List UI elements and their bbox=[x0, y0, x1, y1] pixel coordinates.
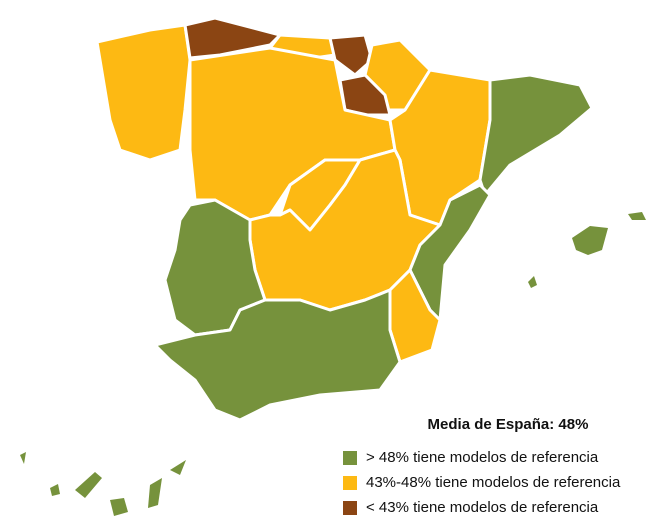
legend: > 48% tiene modelos de referencia 43%-48%… bbox=[343, 449, 621, 516]
region-andalucia bbox=[153, 288, 402, 422]
legend-swatch bbox=[343, 476, 357, 490]
island-canarias-5 bbox=[148, 478, 162, 508]
island-canarias-2 bbox=[50, 484, 60, 496]
island-canarias-4 bbox=[110, 498, 128, 516]
legend-swatch bbox=[343, 501, 357, 515]
region-pais-vasco bbox=[328, 33, 374, 77]
regions bbox=[20, 16, 646, 516]
island-mallorca bbox=[572, 226, 608, 255]
legend-label: < 43% tiene modelos de referencia bbox=[366, 499, 599, 516]
region-asturias bbox=[183, 16, 282, 60]
island-canarias-1 bbox=[20, 452, 26, 464]
island-ibiza bbox=[528, 276, 537, 288]
island-menorca bbox=[628, 212, 646, 220]
legend-title: Media de España: 48% bbox=[428, 416, 589, 433]
region-valencia bbox=[408, 183, 492, 322]
legend-label: > 48% tiene modelos de referencia bbox=[366, 449, 599, 466]
island-canarias-3 bbox=[75, 472, 102, 498]
legend-swatch bbox=[343, 451, 357, 465]
legend-label: 43%-48% tiene modelos de referencia bbox=[366, 474, 621, 491]
island-canarias-6 bbox=[170, 460, 186, 475]
region-galicia bbox=[95, 23, 192, 162]
region-cataluna bbox=[478, 73, 594, 197]
